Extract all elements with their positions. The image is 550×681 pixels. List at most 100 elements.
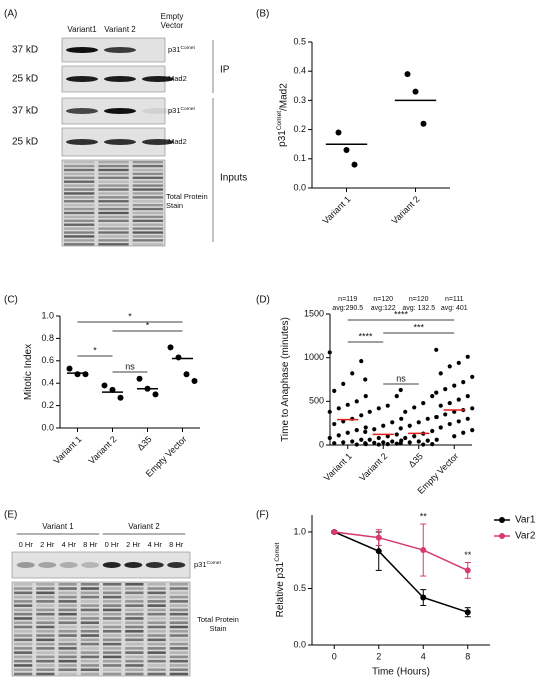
legend-label: Var1 bbox=[515, 515, 536, 526]
blot-band bbox=[14, 630, 33, 633]
y-axis-label-part: Relative p31 bbox=[275, 561, 286, 617]
blot-band bbox=[132, 227, 163, 230]
blot-band bbox=[58, 634, 77, 637]
blot-band bbox=[169, 638, 188, 642]
blot-band bbox=[125, 647, 144, 650]
stain-label: Total Protein Stain bbox=[197, 616, 239, 633]
blot-band bbox=[132, 223, 163, 226]
blot-band bbox=[169, 634, 188, 637]
blot-band bbox=[59, 562, 78, 568]
blot-band bbox=[98, 211, 129, 215]
blot-band bbox=[58, 668, 77, 672]
x-tick-label: Variant 2 bbox=[357, 451, 389, 483]
data-point bbox=[363, 425, 368, 430]
blot-band bbox=[103, 600, 122, 603]
blot-band bbox=[14, 591, 33, 595]
y-tick-label: 0.4 bbox=[293, 66, 306, 76]
blot-band bbox=[103, 659, 122, 663]
y-tick-label: 1.0 bbox=[293, 526, 306, 536]
blot-band bbox=[125, 642, 144, 646]
blot-band bbox=[58, 659, 77, 663]
blot-band bbox=[147, 587, 166, 590]
blot-band bbox=[125, 608, 144, 612]
blot-band bbox=[64, 219, 95, 222]
y-axis-label-part: Time to Anaphase (minutes) bbox=[280, 317, 291, 442]
blot-band bbox=[132, 168, 163, 172]
blot-band bbox=[103, 587, 122, 590]
blot-band bbox=[132, 172, 163, 176]
blot-band bbox=[167, 562, 186, 568]
blot-band bbox=[147, 608, 166, 612]
data-point bbox=[438, 403, 443, 408]
data-point bbox=[407, 423, 412, 428]
blot-band bbox=[103, 668, 122, 672]
data-point bbox=[407, 440, 412, 445]
data-point bbox=[470, 374, 475, 379]
blot-band bbox=[64, 168, 95, 172]
blot-band bbox=[103, 651, 122, 654]
blot-band bbox=[14, 621, 33, 625]
y-tick-label: 0.1 bbox=[293, 153, 306, 163]
blot-band bbox=[147, 651, 166, 654]
data-point bbox=[430, 442, 435, 447]
blot-band bbox=[142, 108, 174, 114]
x-tick-label: Δ35 bbox=[135, 434, 153, 452]
blot-band bbox=[14, 625, 33, 629]
blot-band bbox=[36, 664, 55, 667]
blot-band bbox=[132, 192, 163, 195]
blot-band bbox=[98, 176, 129, 179]
blot-band bbox=[64, 243, 95, 246]
data-point bbox=[327, 435, 332, 441]
blot-band bbox=[147, 634, 166, 637]
data-point bbox=[385, 434, 390, 439]
blot-band bbox=[169, 659, 188, 663]
blot-band bbox=[103, 655, 122, 659]
data-point bbox=[465, 354, 470, 359]
blot-band bbox=[16, 562, 35, 568]
blot-band bbox=[64, 176, 95, 179]
data-point bbox=[403, 435, 408, 441]
data-point bbox=[390, 420, 395, 425]
blot-band bbox=[66, 108, 98, 114]
avg-label: avg: 401 bbox=[441, 305, 468, 312]
blot-band bbox=[14, 651, 33, 654]
blot-band bbox=[64, 200, 95, 203]
n-label: n=120 bbox=[373, 296, 393, 303]
blot-band bbox=[125, 617, 144, 620]
stain-label: Total Protein Stain bbox=[166, 193, 208, 210]
y-tick-label: 0.4 bbox=[41, 378, 54, 388]
blot-band bbox=[81, 562, 100, 568]
data-point bbox=[191, 377, 198, 384]
legend-marker bbox=[499, 517, 505, 523]
x-tick-label: Variant 2 bbox=[87, 434, 119, 466]
blot-band bbox=[36, 672, 55, 676]
blot-band bbox=[36, 659, 55, 663]
data-point bbox=[350, 371, 355, 376]
data-point bbox=[456, 419, 461, 424]
x-tick-label: 2 bbox=[376, 651, 381, 661]
blot-band bbox=[147, 659, 166, 663]
y-tick-label: 0.5 bbox=[293, 583, 306, 593]
y-tick-label: 0.0 bbox=[293, 639, 306, 649]
y-axis-label-part: /Mad2 bbox=[278, 83, 289, 111]
data-point bbox=[343, 147, 350, 154]
blot-band bbox=[132, 207, 163, 211]
significance-label: **** bbox=[394, 309, 409, 319]
data-point bbox=[420, 120, 427, 127]
data-point bbox=[464, 609, 471, 616]
blot-band bbox=[64, 196, 95, 199]
blot-band bbox=[98, 204, 129, 207]
blot-band bbox=[169, 583, 188, 586]
blot-band bbox=[147, 621, 166, 625]
y-axis-label-part: Comet bbox=[276, 111, 283, 130]
blot-band bbox=[80, 595, 99, 599]
y-tick-label: 0 bbox=[319, 439, 324, 449]
data-point bbox=[341, 381, 346, 386]
x-tick-label: Variant 1 bbox=[321, 194, 353, 226]
data-point bbox=[412, 405, 417, 410]
blot-band bbox=[80, 668, 99, 672]
data-point bbox=[82, 371, 89, 378]
data-point bbox=[421, 400, 426, 406]
blot-band bbox=[125, 600, 144, 603]
